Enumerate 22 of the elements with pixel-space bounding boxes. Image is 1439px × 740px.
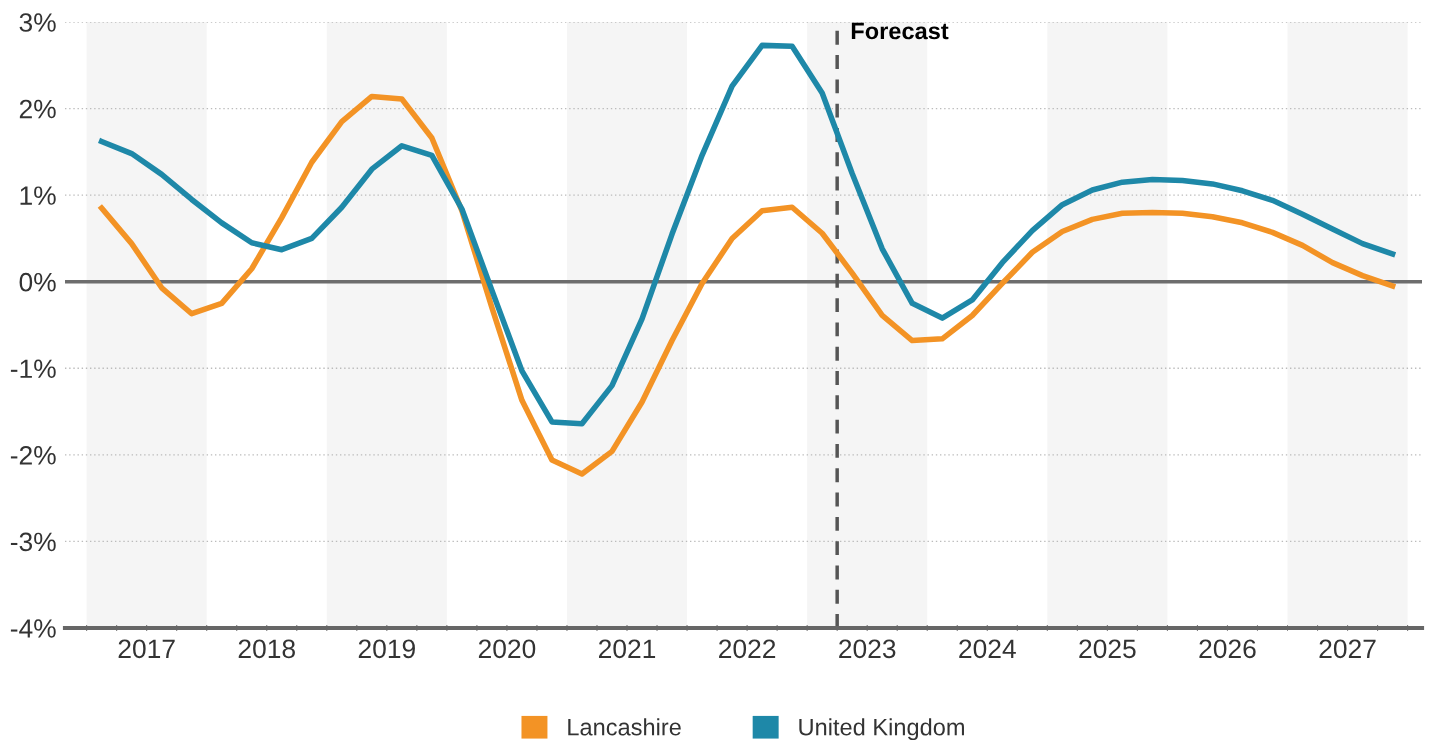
- y-tick-label: 3%: [19, 13, 56, 32]
- y-tick-label: -1%: [10, 359, 56, 378]
- legend-label: Lancashire: [568, 718, 681, 736]
- x-tick-label: 2018: [238, 639, 295, 659]
- y-tick-label: -3%: [10, 532, 56, 552]
- x-tick-label: 2019: [358, 639, 415, 659]
- x-tick-label: 2027: [1319, 639, 1376, 659]
- x-tick-label: 2024: [959, 639, 1016, 659]
- x-tick-label: 2021: [598, 639, 656, 659]
- x-tick-label: 2017: [118, 639, 175, 659]
- y-tick-label: 0%: [19, 272, 56, 292]
- legend-label: United Kingdom: [799, 718, 964, 740]
- x-tick-label: 2023: [839, 639, 896, 659]
- x-tick-label: 2026: [1199, 639, 1256, 659]
- x-tick-label: 2022: [719, 639, 776, 659]
- y-tick-label: -4%: [10, 619, 56, 638]
- y-tick-label: 1%: [20, 186, 56, 205]
- ref-line-label: Forecast: [851, 22, 949, 40]
- y-tick-label: -2%: [10, 445, 56, 465]
- y-tick-label: 2%: [19, 99, 56, 119]
- x-tick-label: 2020: [478, 639, 536, 659]
- x-tick-label: 2025: [1079, 639, 1136, 659]
